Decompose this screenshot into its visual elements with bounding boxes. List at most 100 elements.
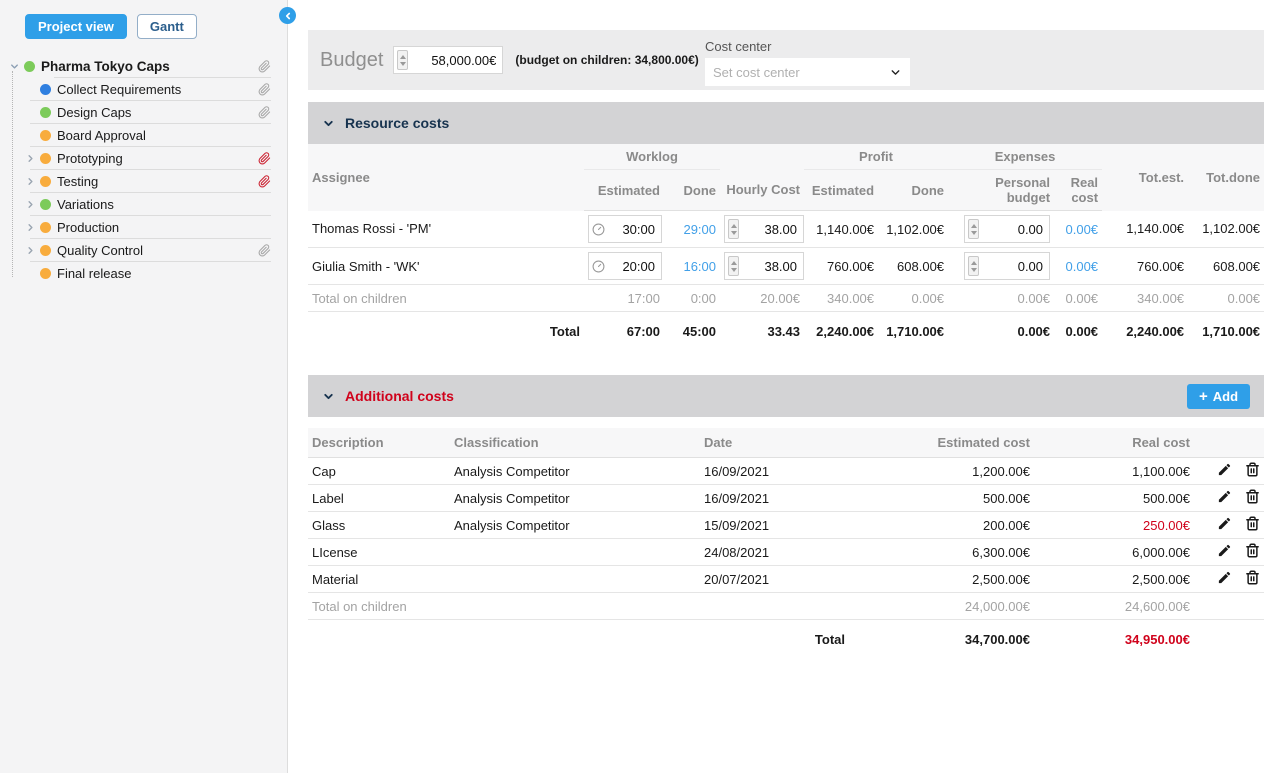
paperclip-icon[interactable] xyxy=(258,106,271,119)
delete-cost-button[interactable] xyxy=(1245,489,1260,504)
chevron-down-icon[interactable] xyxy=(6,61,22,72)
edit-cost-button[interactable] xyxy=(1217,462,1232,477)
worklog-estimated-field xyxy=(588,215,662,243)
gantt-button[interactable]: Gantt xyxy=(137,14,197,39)
chevron-down-icon[interactable] xyxy=(322,117,335,130)
cost-classification xyxy=(450,566,700,593)
chevron-right-icon[interactable] xyxy=(22,153,38,164)
edit-cost-button[interactable] xyxy=(1217,516,1232,531)
stepper-icon[interactable] xyxy=(728,256,739,276)
collapse-sidebar-button[interactable] xyxy=(279,7,296,24)
tree-item-label: Design Caps xyxy=(57,105,131,120)
view-switcher: Project view Gantt xyxy=(0,0,287,51)
project-view-button[interactable]: Project view xyxy=(25,14,127,39)
edit-cost-button[interactable] xyxy=(1217,570,1232,585)
cost-estimated: 6,300.00€ xyxy=(930,539,1034,566)
additional-table-header-row: Description Classification Date Estimate… xyxy=(308,428,1264,458)
delete-cost-button[interactable] xyxy=(1245,516,1260,531)
estimated-cost-total: 24,000.00€ xyxy=(930,593,1034,620)
paperclip-icon[interactable] xyxy=(258,175,271,188)
budget-input[interactable] xyxy=(410,53,496,68)
paperclip-icon[interactable] xyxy=(258,152,271,165)
stepper-icon[interactable] xyxy=(968,256,979,276)
chevron-right-icon[interactable] xyxy=(22,199,38,210)
personal-budget-input[interactable] xyxy=(981,222,1043,237)
cost-date: 24/08/2021 xyxy=(700,539,930,566)
worklog-done-link[interactable]: 29:00 xyxy=(683,222,716,237)
budget-bar: Budget (budget on children: 34,800.00€) … xyxy=(308,30,1264,90)
col-worklog-estimated: Estimated xyxy=(584,170,664,211)
delete-cost-button[interactable] xyxy=(1245,570,1260,585)
additional-costs-header[interactable]: Additional costs + Add xyxy=(308,375,1264,417)
col-group-expenses: Expenses xyxy=(948,144,1102,170)
tree-item-testing[interactable]: Testing xyxy=(0,170,287,193)
tree-item-pharma-tokyo-caps[interactable]: Pharma Tokyo Caps xyxy=(0,55,287,78)
cost-estimated: 200.00€ xyxy=(930,512,1034,539)
edit-cost-button[interactable] xyxy=(1217,543,1232,558)
chevron-right-icon[interactable] xyxy=(22,222,38,233)
resource-table-group-header-row: Assignee Worklog Profit Expenses Tot.est… xyxy=(308,144,1264,170)
chevron-right-icon[interactable] xyxy=(22,245,38,256)
edit-cost-button[interactable] xyxy=(1217,489,1232,504)
resource-row-giulia-smith: Giulia Smith - 'WK' 16:00 760.00€ 608.00… xyxy=(308,248,1264,285)
cost-estimated: 1,200.00€ xyxy=(930,458,1034,485)
stepper-icon[interactable] xyxy=(728,219,739,239)
cost-center-label: Cost center xyxy=(705,39,910,54)
delete-cost-button[interactable] xyxy=(1245,462,1260,477)
total-on-children-label: Total on children xyxy=(308,593,930,620)
paperclip-icon[interactable] xyxy=(258,60,271,73)
cost-row-cap: Cap Analysis Competitor 16/09/2021 1,200… xyxy=(308,458,1264,485)
cost-date: 16/09/2021 xyxy=(700,485,930,512)
real-cost-link[interactable]: 0.00€ xyxy=(1066,259,1099,274)
additional-costs-table: Description Classification Date Estimate… xyxy=(308,428,1264,657)
cost-row-glass: Glass Analysis Competitor 15/09/2021 200… xyxy=(308,512,1264,539)
hourly-cost-input[interactable] xyxy=(741,259,797,274)
stepper-icon[interactable] xyxy=(397,50,408,70)
hourly-cost-input[interactable] xyxy=(741,222,797,237)
real-cost-link[interactable]: 0.00€ xyxy=(1066,222,1099,237)
col-date: Date xyxy=(700,428,930,458)
tree-item-production[interactable]: Production xyxy=(0,216,287,239)
resource-total-row: Total 67:00 45:00 33.43 2,240.00€ 1,710.… xyxy=(308,312,1264,350)
resource-costs-header[interactable]: Resource costs xyxy=(308,102,1264,144)
status-dot xyxy=(40,268,51,279)
col-real-cost: Real cost xyxy=(1034,428,1194,458)
delete-cost-button[interactable] xyxy=(1245,543,1260,558)
personal-budget-input[interactable] xyxy=(981,259,1043,274)
status-dot xyxy=(40,107,51,118)
tree-item-collect-requirements[interactable]: Collect Requirements xyxy=(0,78,287,101)
tree-item-variations[interactable]: Variations xyxy=(0,193,287,216)
paperclip-icon[interactable] xyxy=(258,83,271,96)
tree-item-prototyping[interactable]: Prototyping xyxy=(0,147,287,170)
paperclip-icon[interactable] xyxy=(258,244,271,257)
cost-real: 250.00€ xyxy=(1034,512,1194,539)
cost-date: 20/07/2021 xyxy=(700,566,930,593)
col-group-profit: Profit xyxy=(804,144,948,170)
real-cost-grand-total: 0.00€ xyxy=(1054,312,1102,350)
tree-item-design-caps[interactable]: Design Caps xyxy=(0,101,287,124)
tree-item-label: Production xyxy=(57,220,119,235)
chevron-right-icon[interactable] xyxy=(22,176,38,187)
status-dot xyxy=(40,176,51,187)
cost-center-select[interactable]: Set cost center xyxy=(705,58,910,86)
worklog-done-total: 0:00 xyxy=(664,285,720,312)
worklog-estimated-input[interactable] xyxy=(607,259,655,274)
cost-classification: Analysis Competitor xyxy=(450,485,700,512)
tree-item-quality-control[interactable]: Quality Control xyxy=(0,239,287,262)
budget-children-note: (budget on children: 34,800.00€) xyxy=(515,53,698,67)
profit-done-value: 608.00€ xyxy=(878,248,948,285)
cost-classification xyxy=(450,539,700,566)
tot-est-value: 1,140.00€ xyxy=(1102,211,1188,248)
worklog-done-link[interactable]: 16:00 xyxy=(683,259,716,274)
worklog-estimated-input[interactable] xyxy=(607,222,655,237)
tree-item-final-release[interactable]: Final release xyxy=(0,262,287,285)
personal-budget-total: 0.00€ xyxy=(948,285,1054,312)
cost-real: 6,000.00€ xyxy=(1034,539,1194,566)
col-assignee: Assignee xyxy=(308,144,584,211)
add-cost-button[interactable]: + Add xyxy=(1187,384,1250,409)
stepper-icon[interactable] xyxy=(968,219,979,239)
chevron-down-icon[interactable] xyxy=(322,390,335,403)
tree-item-board-approval[interactable]: Board Approval xyxy=(0,124,287,147)
col-tot-done: Tot.done xyxy=(1188,144,1264,211)
additional-total-row: Total 34,700.00€ 34,950.00€ xyxy=(308,620,1264,658)
